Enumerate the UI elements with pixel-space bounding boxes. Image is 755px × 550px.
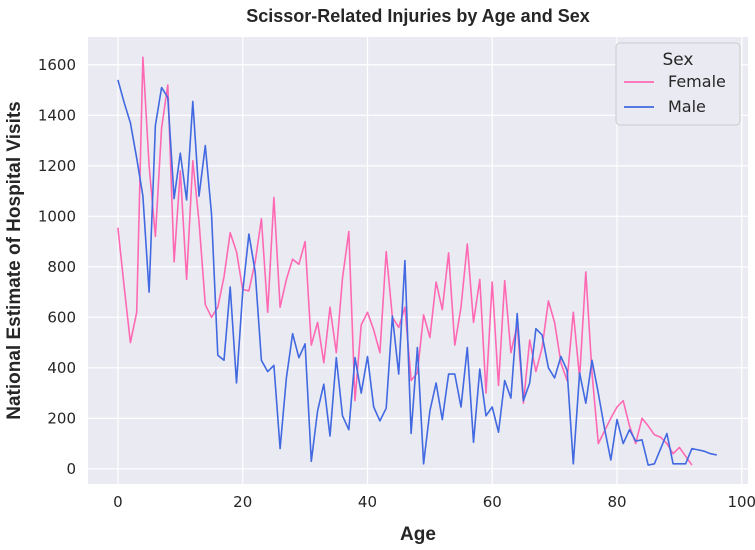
legend-label-female: Female xyxy=(668,72,726,91)
y-axis-label: National Estimate of Hospital Visits xyxy=(4,101,25,420)
x-tick-label: 80 xyxy=(607,493,626,511)
series-lines xyxy=(117,56,717,466)
gridlines xyxy=(88,37,748,484)
y-tick-label: 400 xyxy=(47,359,76,377)
legend-title: Sex xyxy=(662,50,693,70)
chart-title: Scissor-Related Injuries by Age and Sex xyxy=(246,6,589,26)
series-line-male xyxy=(117,79,717,466)
legend-label-male: Male xyxy=(668,97,706,116)
y-tick-labels: 0 200 400 600 800 1000 1200 1400 1600 xyxy=(38,56,76,478)
legend-box xyxy=(615,42,741,126)
y-tick-label: 800 xyxy=(47,258,76,276)
x-tick-labels: 0 20 40 60 80 100 xyxy=(113,493,755,511)
x-tick-label: 20 xyxy=(233,493,252,511)
y-tick-label: 600 xyxy=(47,308,76,326)
y-tick-label: 1600 xyxy=(38,56,76,74)
x-tick-label: 60 xyxy=(483,493,502,511)
y-tick-label: 1000 xyxy=(38,207,76,225)
legend: Sex Female Male xyxy=(615,42,741,126)
y-tick-label: 200 xyxy=(47,409,76,427)
y-tick-label: 0 xyxy=(66,460,76,478)
series-line-female xyxy=(117,56,693,466)
x-tick-label: 40 xyxy=(358,493,377,511)
y-tick-label: 1400 xyxy=(38,106,76,124)
x-tick-label: 100 xyxy=(727,493,755,511)
x-axis-label: Age xyxy=(400,524,436,545)
y-tick-label: 1200 xyxy=(38,157,76,175)
legend-items: Female Male xyxy=(624,72,726,116)
x-tick-label: 0 xyxy=(113,493,123,511)
